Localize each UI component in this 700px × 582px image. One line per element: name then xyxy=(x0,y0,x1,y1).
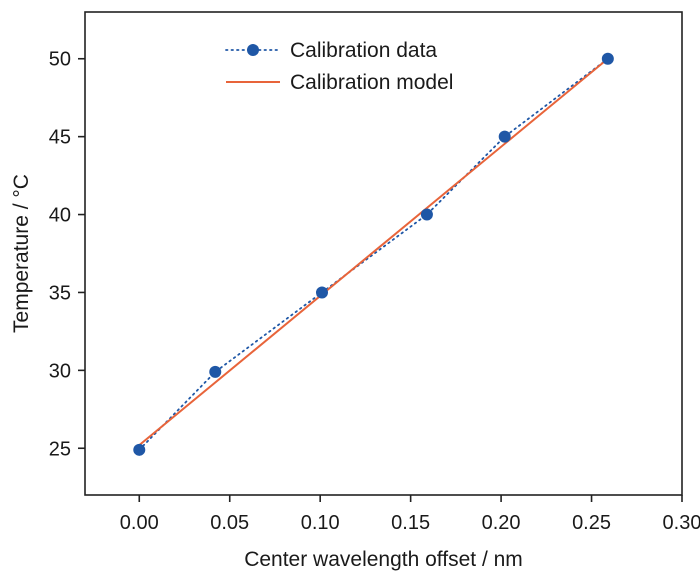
calibration-data-point xyxy=(133,443,146,456)
x-axis-label: Center wavelength offset / nm xyxy=(244,548,523,571)
y-tick-label: 30 xyxy=(49,360,71,382)
y-tick-label: 25 xyxy=(49,438,71,460)
y-tick-label: 35 xyxy=(49,282,71,304)
calibration-data-line xyxy=(138,57,609,451)
x-tick-label: 0.20 xyxy=(482,512,521,534)
calibration-data-point xyxy=(601,52,614,65)
calibration-data-point xyxy=(498,130,511,143)
x-tick-label: 0.30 xyxy=(663,512,700,534)
calibration-data-point xyxy=(420,208,433,221)
legend: Calibration data Calibration model xyxy=(225,39,453,94)
x-tick-label: 0.05 xyxy=(210,512,249,534)
axes-layer: 0.00 0.05 0.10 0.15 0.20 0.25 0.30 25 30 35 40 45 50 xyxy=(49,11,700,534)
calibration-data-point xyxy=(209,365,222,378)
x-tick-label: 0.15 xyxy=(391,512,430,534)
series-layer xyxy=(133,52,614,456)
legend-label-calibration-data: Calibration data xyxy=(290,39,437,62)
legend-data-swatch-marker xyxy=(247,44,259,56)
calibration-model-line xyxy=(138,57,609,446)
plot-frame xyxy=(84,11,683,496)
y-tick-label: 50 xyxy=(49,49,71,71)
x-tick-label: 0.25 xyxy=(572,512,611,534)
y-tick-label: 40 xyxy=(49,205,71,227)
x-tick-label: 0.00 xyxy=(120,512,159,534)
x-tick-label: 0.10 xyxy=(301,512,340,534)
legend-label-calibration-model: Calibration model xyxy=(290,71,453,94)
calibration-data-point xyxy=(315,286,328,299)
y-axis-label: Temperature / °C xyxy=(10,174,33,333)
y-tick-label: 45 xyxy=(49,127,71,149)
